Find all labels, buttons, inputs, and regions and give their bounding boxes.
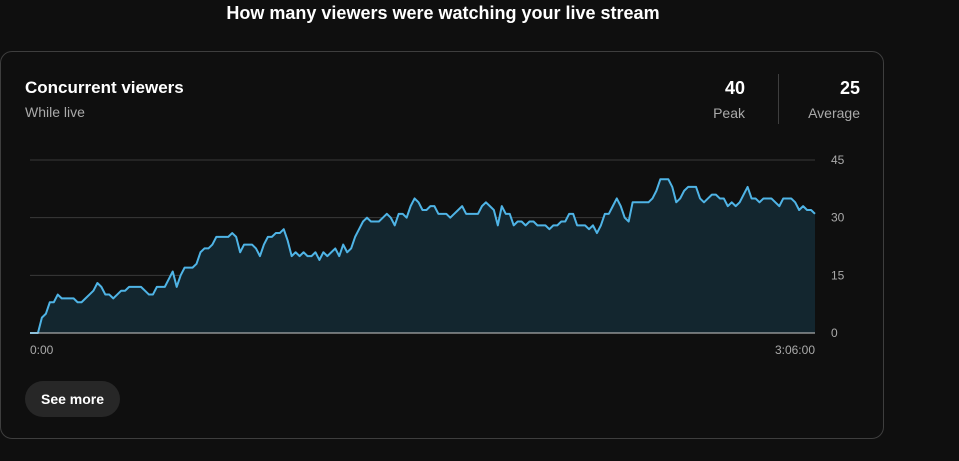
y-tick-label-30: 30 <box>831 211 845 225</box>
peak-label: Peak <box>713 105 745 121</box>
x-tick-label-start: 0:00 <box>30 343 54 357</box>
concurrent-viewers-card: Concurrent viewers While live 40 Peak 25… <box>0 51 884 439</box>
viewers-area-fill <box>30 179 815 333</box>
viewers-chart: 0 15 30 45 0:00 3:06:00 <box>30 153 845 357</box>
peak-stat: 40 Peak <box>713 77 745 122</box>
viewers-series-line[interactable] <box>30 178 816 334</box>
average-stat: 25 Average <box>808 77 860 122</box>
card-title: Concurrent viewers <box>25 78 184 97</box>
see-more-button[interactable]: See more <box>25 381 121 417</box>
x-tick-label-end: 3:06:00 <box>775 343 815 357</box>
average-value: 25 <box>839 78 860 98</box>
page-heading: How many viewers were watching your live… <box>226 3 660 23</box>
y-tick-label-15: 15 <box>831 268 845 282</box>
y-tick-label-0: 0 <box>831 326 838 340</box>
y-tick-label-45: 45 <box>831 153 845 167</box>
stat-divider <box>778 74 779 124</box>
card-subtitle: While live <box>25 104 85 120</box>
peak-value: 40 <box>724 78 745 98</box>
average-label: Average <box>808 105 860 121</box>
